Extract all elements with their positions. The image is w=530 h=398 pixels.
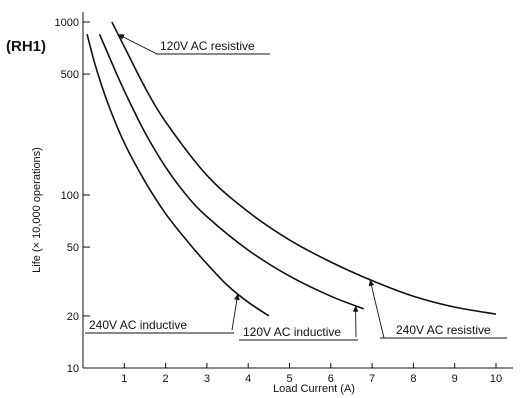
y-tick-label: 500 [61,69,79,81]
annotation-label: 120V AC inductive [243,325,341,339]
annotation-arrowhead [234,293,240,301]
x-tick-label: 1 [121,373,127,385]
x-tick-label: 10 [490,373,502,385]
annotation-leader [369,279,385,339]
annotation-leader [231,293,239,331]
annotation-arrowhead [118,34,125,40]
curve-120v-ac-resistive [111,21,497,315]
x-tick-label: 3 [204,373,210,385]
annotation-label: 240V AC resistive [396,323,491,337]
x-tick-label: 2 [163,373,169,385]
x-axis-label: Load Current (A) [273,383,355,395]
x-tick-label: 9 [452,373,458,385]
curve-240v-ac-inductive [86,33,270,317]
y-tick-label: 50 [67,242,79,254]
annotation-label: 120V AC resistive [160,39,255,53]
annotation-arrowhead [352,305,359,312]
y-tick-label: 10 [67,363,79,375]
x-tick-label: 4 [245,373,251,385]
annotation-arrowhead [368,279,375,287]
y-tick-label: 20 [67,311,79,323]
x-tick-label: 7 [369,373,375,385]
chart-title: (RH1) [6,38,46,55]
annotation-leader [117,33,158,55]
x-tick-label: 6 [328,373,334,385]
curve-120v-ac-inductive [98,33,365,310]
y-tick-label: 100 [61,190,79,202]
annotation-label: 240V AC inductive [89,318,187,332]
y-axis-label: Life (× 10,000 operations) [31,147,43,273]
x-tick-label: 5 [286,373,292,385]
x-tick-label: 8 [410,373,416,385]
y-tick-label: 1000 [55,17,79,29]
